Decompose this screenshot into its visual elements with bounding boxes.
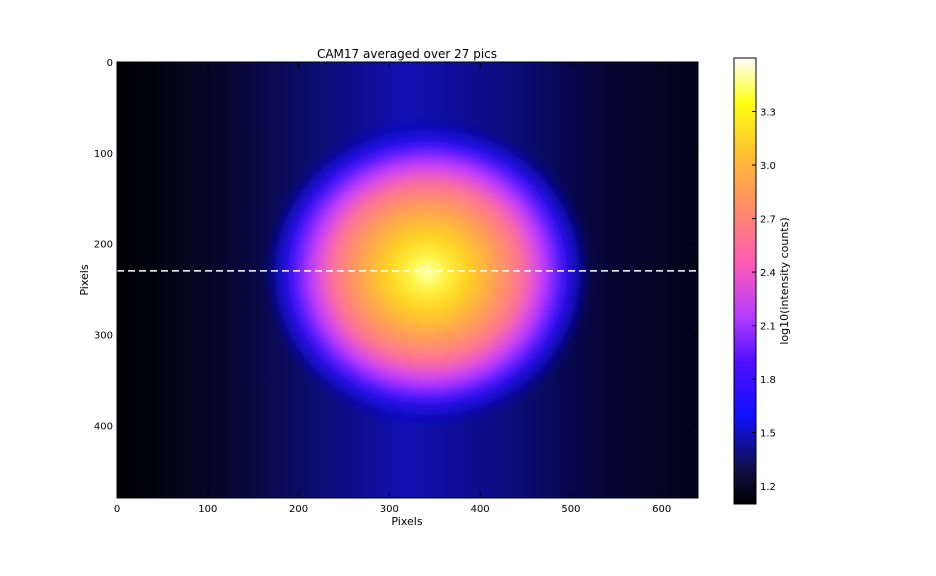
y-tick-label: 400 xyxy=(94,421,113,432)
y-axis-ticks: 0 100 200 300 400 xyxy=(94,58,698,432)
x-tick-label: 0 xyxy=(114,504,120,515)
colorbar-ticks: 1.2 1.5 1.8 2.1 2.4 2.7 3.0 3.3 xyxy=(752,108,776,493)
intensity-hotspot xyxy=(267,122,588,423)
colorbar-tick-label: 1.2 xyxy=(760,482,776,493)
x-axis-label: Pixels xyxy=(391,515,422,528)
x-tick-label: 400 xyxy=(471,504,490,515)
colorbar-tick-label: 2.1 xyxy=(760,322,776,333)
y-tick-label: 200 xyxy=(94,240,113,251)
x-tick-label: 100 xyxy=(198,504,217,515)
y-axis-label: Pixels xyxy=(78,264,91,295)
colorbar-tick-label: 1.5 xyxy=(760,429,776,440)
x-tick-label: 300 xyxy=(380,504,399,515)
y-tick-label: 0 xyxy=(107,58,113,69)
colorbar: 1.2 1.5 1.8 2.1 2.4 2.7 3.0 3.3 log10(intensity… xyxy=(733,57,791,505)
colorbar-gradient xyxy=(733,57,757,505)
x-axis-ticks: 0 100 200 300 400 500 600 xyxy=(114,62,671,515)
colorbar-tick-label: 3.3 xyxy=(760,108,776,119)
chart-title: CAM17 averaged over 27 pics xyxy=(317,47,497,61)
plot-area xyxy=(117,62,698,498)
y-tick-label: 300 xyxy=(94,331,113,342)
x-tick-label: 200 xyxy=(289,504,308,515)
x-tick-label: 600 xyxy=(652,504,671,515)
colorbar-tick-label: 2.4 xyxy=(760,268,776,279)
colorbar-tick-label: 3.0 xyxy=(760,161,776,172)
colorbar-label: log10(intensity counts) xyxy=(778,217,791,344)
plot-frame xyxy=(116,61,699,499)
colorbar-tick-label: 1.8 xyxy=(760,375,776,386)
y-tick-label: 100 xyxy=(94,149,113,160)
x-tick-label: 500 xyxy=(561,504,580,515)
colorbar-tick-label: 2.7 xyxy=(760,215,776,226)
